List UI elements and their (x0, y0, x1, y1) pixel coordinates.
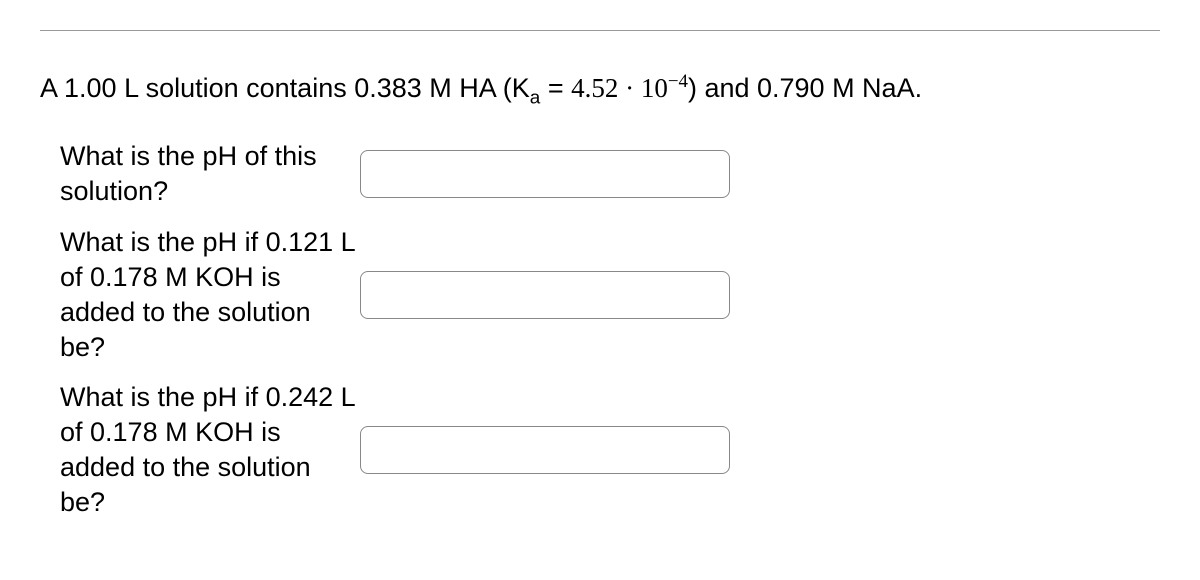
answer-input-2[interactable] (360, 271, 730, 319)
answer-input-3[interactable] (360, 426, 730, 474)
answer-input-1[interactable] (360, 150, 730, 198)
question-text-1: What is the pH of this solution? (60, 139, 360, 209)
question-row: What is the pH of this solution? (60, 139, 1160, 209)
problem-prefix: A 1.00 L solution contains 0.383 M HA (K (40, 73, 530, 103)
question-text-3: What is the pH if 0.242 L of 0.178 M KOH… (60, 380, 360, 520)
question-row: What is the pH if 0.121 L of 0.178 M KOH… (60, 225, 1160, 365)
problem-statement: A 1.00 L solution contains 0.383 M HA (K… (40, 71, 1160, 109)
problem-container: A 1.00 L solution contains 0.383 M HA (K… (0, 0, 1200, 520)
question-row: What is the pH if 0.242 L of 0.178 M KOH… (60, 380, 1160, 520)
questions-list: What is the pH of this solution? What is… (40, 139, 1160, 520)
question-text-2: What is the pH if 0.121 L of 0.178 M KOH… (60, 225, 360, 365)
top-divider (40, 30, 1160, 31)
equals: = (540, 73, 571, 103)
subscript-a: a (530, 87, 541, 108)
coefficient: 4.52 · 10 (571, 73, 668, 103)
problem-suffix: ) and 0.790 M NaA. (688, 73, 922, 103)
exponent: −4 (668, 71, 688, 92)
